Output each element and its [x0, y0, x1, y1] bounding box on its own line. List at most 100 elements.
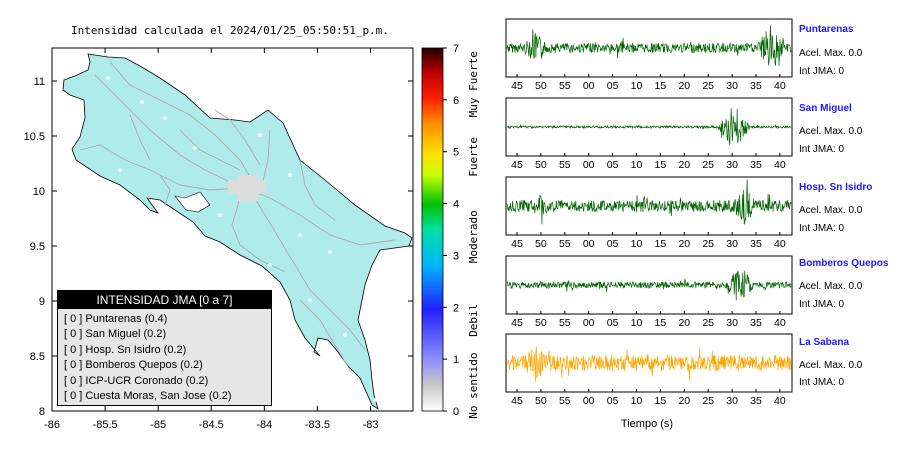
time-tick-label: 25 [702, 80, 714, 92]
time-tick-label: 45 [511, 395, 523, 407]
time-tick-label: 05 [607, 238, 619, 250]
time-tick-label: 50 [535, 159, 547, 171]
time-tick-label: 50 [535, 317, 547, 329]
legend-level: [ 0 ] [64, 359, 83, 372]
lat-tick-label: 9 [39, 296, 45, 308]
legend-item: [ 0 ] ICP-UCR Coronado (0.2) [64, 374, 271, 389]
colorbar-level-label: Muy Fuerte [467, 51, 480, 117]
city-cluster [228, 175, 266, 201]
lat-tick-label: 8.5 [30, 351, 45, 363]
colorbar-tick-label: 1 [453, 354, 459, 366]
time-tick-label: 20 [678, 238, 690, 250]
time-tick-label: 40 [774, 238, 786, 250]
time-tick-label: 40 [774, 317, 786, 329]
seismogram-frame [505, 18, 793, 78]
seismogram-trace [506, 25, 792, 67]
station-name-bomberos-quepos: Bomberos Quepos [799, 258, 889, 269]
colorbar-level-label: Moderado [467, 210, 480, 263]
time-axis-label: Tiempo (s) [621, 418, 673, 430]
legend-level: [ 0 ] [64, 390, 83, 403]
legend-level: [ 0 ] [64, 343, 83, 356]
lon-tick-label: -84.5 [199, 419, 224, 431]
time-tick-label: 30 [726, 395, 738, 407]
time-tick-label: 15 [655, 317, 667, 329]
time-tick-label: 25 [702, 238, 714, 250]
station-name-la-sabana: La Sabana [799, 337, 850, 348]
lat-tick-label: 10 [33, 186, 45, 198]
colorbar-level-label: No sentido [467, 352, 480, 418]
colorbar-tick-label: 3 [453, 250, 459, 262]
time-tick-label: 00 [583, 238, 595, 250]
colorbar-level-label: Fuerte [467, 137, 480, 177]
time-tick-label: 25 [702, 159, 714, 171]
road-network [79, 61, 396, 371]
time-tick-label: 30 [726, 317, 738, 329]
colorbar-tick-label: 5 [453, 147, 459, 159]
seismogram-panel: 45 50 55 00 05 10 15 20 25 30 35 40 [505, 333, 793, 407]
colorbar-tick-label: 6 [453, 95, 459, 107]
time-tick-label: 40 [774, 80, 786, 92]
time-tick-label: 20 [678, 395, 690, 407]
time-tick-label: 10 [631, 317, 643, 329]
time-tick-label: 00 [583, 159, 595, 171]
lon-tick-label: -83 [363, 419, 379, 431]
gulf-of-nicoya [174, 191, 211, 213]
time-tick-label: 05 [607, 317, 619, 329]
station-acel: Acel. Max. 0.0 [799, 281, 863, 292]
time-tick-label: 15 [655, 80, 667, 92]
time-tick-label: 05 [607, 159, 619, 171]
longitude-axis: -86 -85.5 -85 -84.5 -84 -83.5 -83 [44, 48, 378, 431]
time-tick-label: 55 [559, 317, 571, 329]
legend-list: [ 0 ] Puntarenas (0.4) [ 0 ] San Miguel … [58, 309, 271, 404]
seismogram-trace [506, 179, 792, 225]
lon-tick-label: -85 [150, 419, 166, 431]
time-tick-label: 45 [511, 159, 523, 171]
time-tick-label: 20 [678, 317, 690, 329]
time-tick-label: 35 [750, 317, 762, 329]
colorbar-labels: Muy Fuerte Fuerte Moderado Debil No sentido [467, 51, 480, 419]
time-tick-label: 40 [774, 395, 786, 407]
colorbar-tick-label: 2 [453, 302, 459, 314]
station-jma: Int JMA: 0 [799, 377, 845, 388]
legend-level: [ 0 ] [64, 313, 83, 325]
time-tick-label: 25 [702, 395, 714, 407]
time-tick-label: 45 [511, 238, 523, 250]
time-tick-label: 15 [655, 395, 667, 407]
intensity-legend: INTENSIDAD JMA [0 a 7] [ 0 ] Puntarenas … [57, 290, 272, 406]
time-tick-label: 45 [511, 80, 523, 92]
colorbar-tick-label: 4 [453, 199, 459, 211]
lon-tick-label: -85.5 [93, 419, 118, 431]
seismogram-frame [505, 176, 793, 236]
station-acel: Acel. Max. 0.0 [799, 48, 863, 59]
seismogram-panel: 45 50 55 00 05 10 15 20 25 30 35 40 [505, 255, 793, 329]
legend-station: Bomberos Quepos (0.2) [85, 359, 203, 372]
legend-station: Hosp. Sn Isidro (0.2) [85, 343, 187, 356]
time-tick-label: 10 [631, 238, 643, 250]
station-name-san-miguel: San Miguel [799, 103, 852, 114]
legend-item: [ 0 ] San Miguel (0.2) [64, 327, 271, 342]
time-tick-label: 05 [607, 395, 619, 407]
seismogram-trace [506, 346, 792, 382]
time-tick-label: 35 [750, 80, 762, 92]
station-jma: Int JMA: 0 [799, 144, 845, 155]
seismogram-panels: 45 50 55 00 05 10 15 20 25 30 35 40 45 50 55 00 05 10 15 20… [505, 18, 793, 407]
lon-tick-label: -83.5 [305, 419, 330, 431]
time-tick-label: 00 [583, 80, 595, 92]
legend-station: ICP-UCR Coronado (0.2) [85, 374, 209, 387]
time-tick-label: 35 [750, 395, 762, 407]
station-name-hosp-sn-isidro: Hosp. Sn Isidro [799, 182, 873, 193]
time-tick-label: 40 [774, 159, 786, 171]
time-tick-label: 15 [655, 238, 667, 250]
lat-tick-label: 8 [39, 406, 45, 418]
station-acel: Acel. Max. 0.0 [799, 126, 863, 137]
legend-item: [ 0 ] Hosp. Sn Isidro (0.2) [64, 343, 271, 358]
legend-item: [ 0 ] Puntarenas (0.4) [64, 312, 271, 327]
time-tick-label: 50 [535, 80, 547, 92]
latitude-axis: 11 10.5 10 9.5 9 8.5 8 [24, 76, 413, 418]
time-tick-label: 10 [631, 395, 643, 407]
station-jma: Int JMA: 0 [799, 66, 845, 77]
colorbar-ticks: 7 6 5 4 3 2 1 0 [443, 43, 459, 418]
country-landmass [62, 53, 413, 410]
legend-level: [ 0 ] [64, 374, 83, 387]
